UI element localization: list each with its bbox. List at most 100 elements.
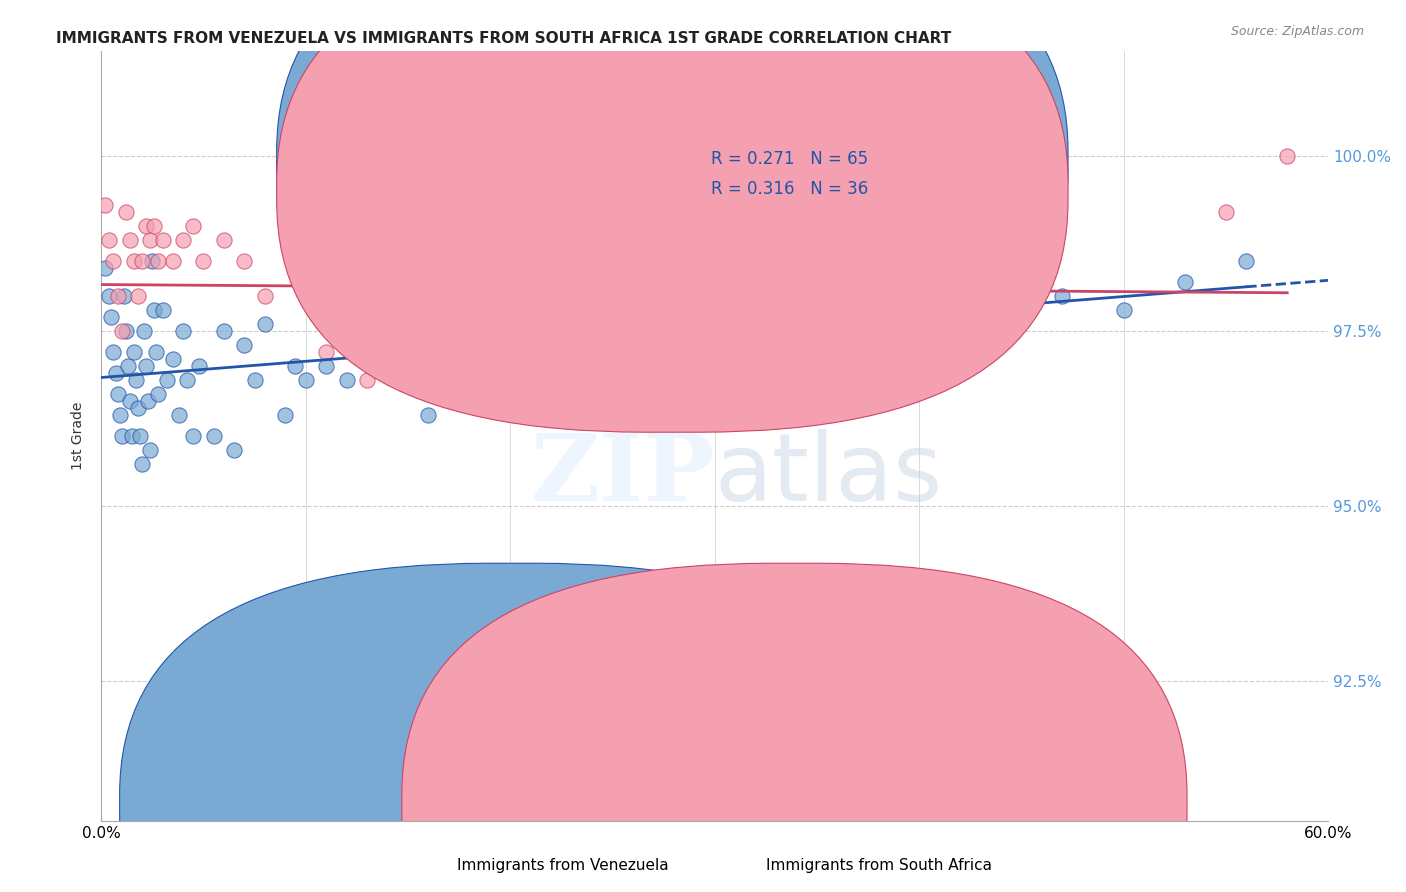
Point <box>111 324 134 338</box>
Point <box>1277 149 1299 163</box>
Point <box>468 324 491 338</box>
Point <box>202 429 225 443</box>
Point <box>253 289 276 303</box>
Point <box>418 408 440 422</box>
Point <box>478 324 501 338</box>
Point <box>437 324 460 338</box>
Point <box>212 233 235 247</box>
Point <box>724 302 747 317</box>
Point <box>437 359 460 373</box>
Point <box>104 366 127 380</box>
Point <box>103 345 125 359</box>
Point <box>111 429 134 443</box>
Point <box>162 253 184 268</box>
Point <box>224 443 246 458</box>
Point <box>1052 289 1074 303</box>
Point <box>131 253 153 268</box>
Point <box>274 408 297 422</box>
Point <box>284 359 307 373</box>
Point <box>114 324 136 338</box>
Point <box>377 324 399 338</box>
Point <box>188 359 211 373</box>
Point <box>122 253 145 268</box>
Point <box>118 233 141 247</box>
Point <box>253 317 276 331</box>
Point <box>117 359 139 373</box>
Point <box>806 324 828 338</box>
Point <box>107 387 129 401</box>
Point <box>868 302 890 317</box>
Point <box>172 324 194 338</box>
Point <box>315 359 337 373</box>
Point <box>131 457 153 471</box>
Point <box>114 204 136 219</box>
FancyBboxPatch shape <box>120 563 905 892</box>
Text: Immigrants from South Africa: Immigrants from South Africa <box>766 858 991 872</box>
Point <box>148 387 170 401</box>
Point <box>560 373 582 387</box>
Point <box>176 373 198 387</box>
FancyBboxPatch shape <box>277 0 1069 401</box>
FancyBboxPatch shape <box>623 132 953 228</box>
Point <box>602 302 624 317</box>
Text: atlas: atlas <box>714 429 943 521</box>
Point <box>193 253 215 268</box>
Point <box>136 394 159 409</box>
Point <box>181 219 204 233</box>
Point <box>560 324 582 338</box>
Point <box>152 302 174 317</box>
Point <box>683 324 706 338</box>
Point <box>724 345 747 359</box>
Point <box>108 408 131 422</box>
Point <box>152 233 174 247</box>
Point <box>1215 204 1237 219</box>
Point <box>181 429 204 443</box>
Text: R = 0.271   N = 65: R = 0.271 N = 65 <box>711 150 868 168</box>
Point <box>94 260 117 275</box>
Text: IMMIGRANTS FROM VENEZUELA VS IMMIGRANTS FROM SOUTH AFRICA 1ST GRADE CORRELATION : IMMIGRANTS FROM VENEZUELA VS IMMIGRANTS … <box>56 31 952 46</box>
Point <box>127 401 149 415</box>
Point <box>336 373 359 387</box>
Point <box>643 324 665 338</box>
Point <box>121 429 143 443</box>
Point <box>98 233 121 247</box>
Point <box>139 233 162 247</box>
Point <box>143 219 166 233</box>
Point <box>162 351 184 366</box>
Point <box>135 359 157 373</box>
Point <box>139 443 162 458</box>
Text: Source: ZipAtlas.com: Source: ZipAtlas.com <box>1230 25 1364 38</box>
FancyBboxPatch shape <box>277 0 1069 433</box>
Point <box>233 338 256 352</box>
Text: R = 0.316   N = 36: R = 0.316 N = 36 <box>711 180 869 198</box>
Point <box>122 345 145 359</box>
Point <box>98 289 121 303</box>
Point <box>141 253 163 268</box>
Point <box>243 373 266 387</box>
Point <box>129 429 152 443</box>
Text: Immigrants from Venezuela: Immigrants from Venezuela <box>457 858 668 872</box>
Point <box>928 324 950 338</box>
Point <box>396 359 419 373</box>
Point <box>990 302 1012 317</box>
Point <box>145 345 167 359</box>
Point <box>143 302 166 317</box>
Point <box>212 324 235 338</box>
Y-axis label: 1st Grade: 1st Grade <box>72 402 86 470</box>
Point <box>530 345 553 359</box>
FancyBboxPatch shape <box>402 563 1187 892</box>
Point <box>156 373 179 387</box>
Point <box>112 289 135 303</box>
Point <box>100 310 122 324</box>
Point <box>1112 302 1135 317</box>
Text: ZIP: ZIP <box>530 430 714 520</box>
Point <box>315 345 337 359</box>
Point <box>233 253 256 268</box>
Point <box>519 345 541 359</box>
Point <box>356 373 378 387</box>
Point <box>103 253 125 268</box>
Point <box>356 345 378 359</box>
Point <box>127 289 149 303</box>
Point <box>294 373 316 387</box>
Point <box>499 373 522 387</box>
